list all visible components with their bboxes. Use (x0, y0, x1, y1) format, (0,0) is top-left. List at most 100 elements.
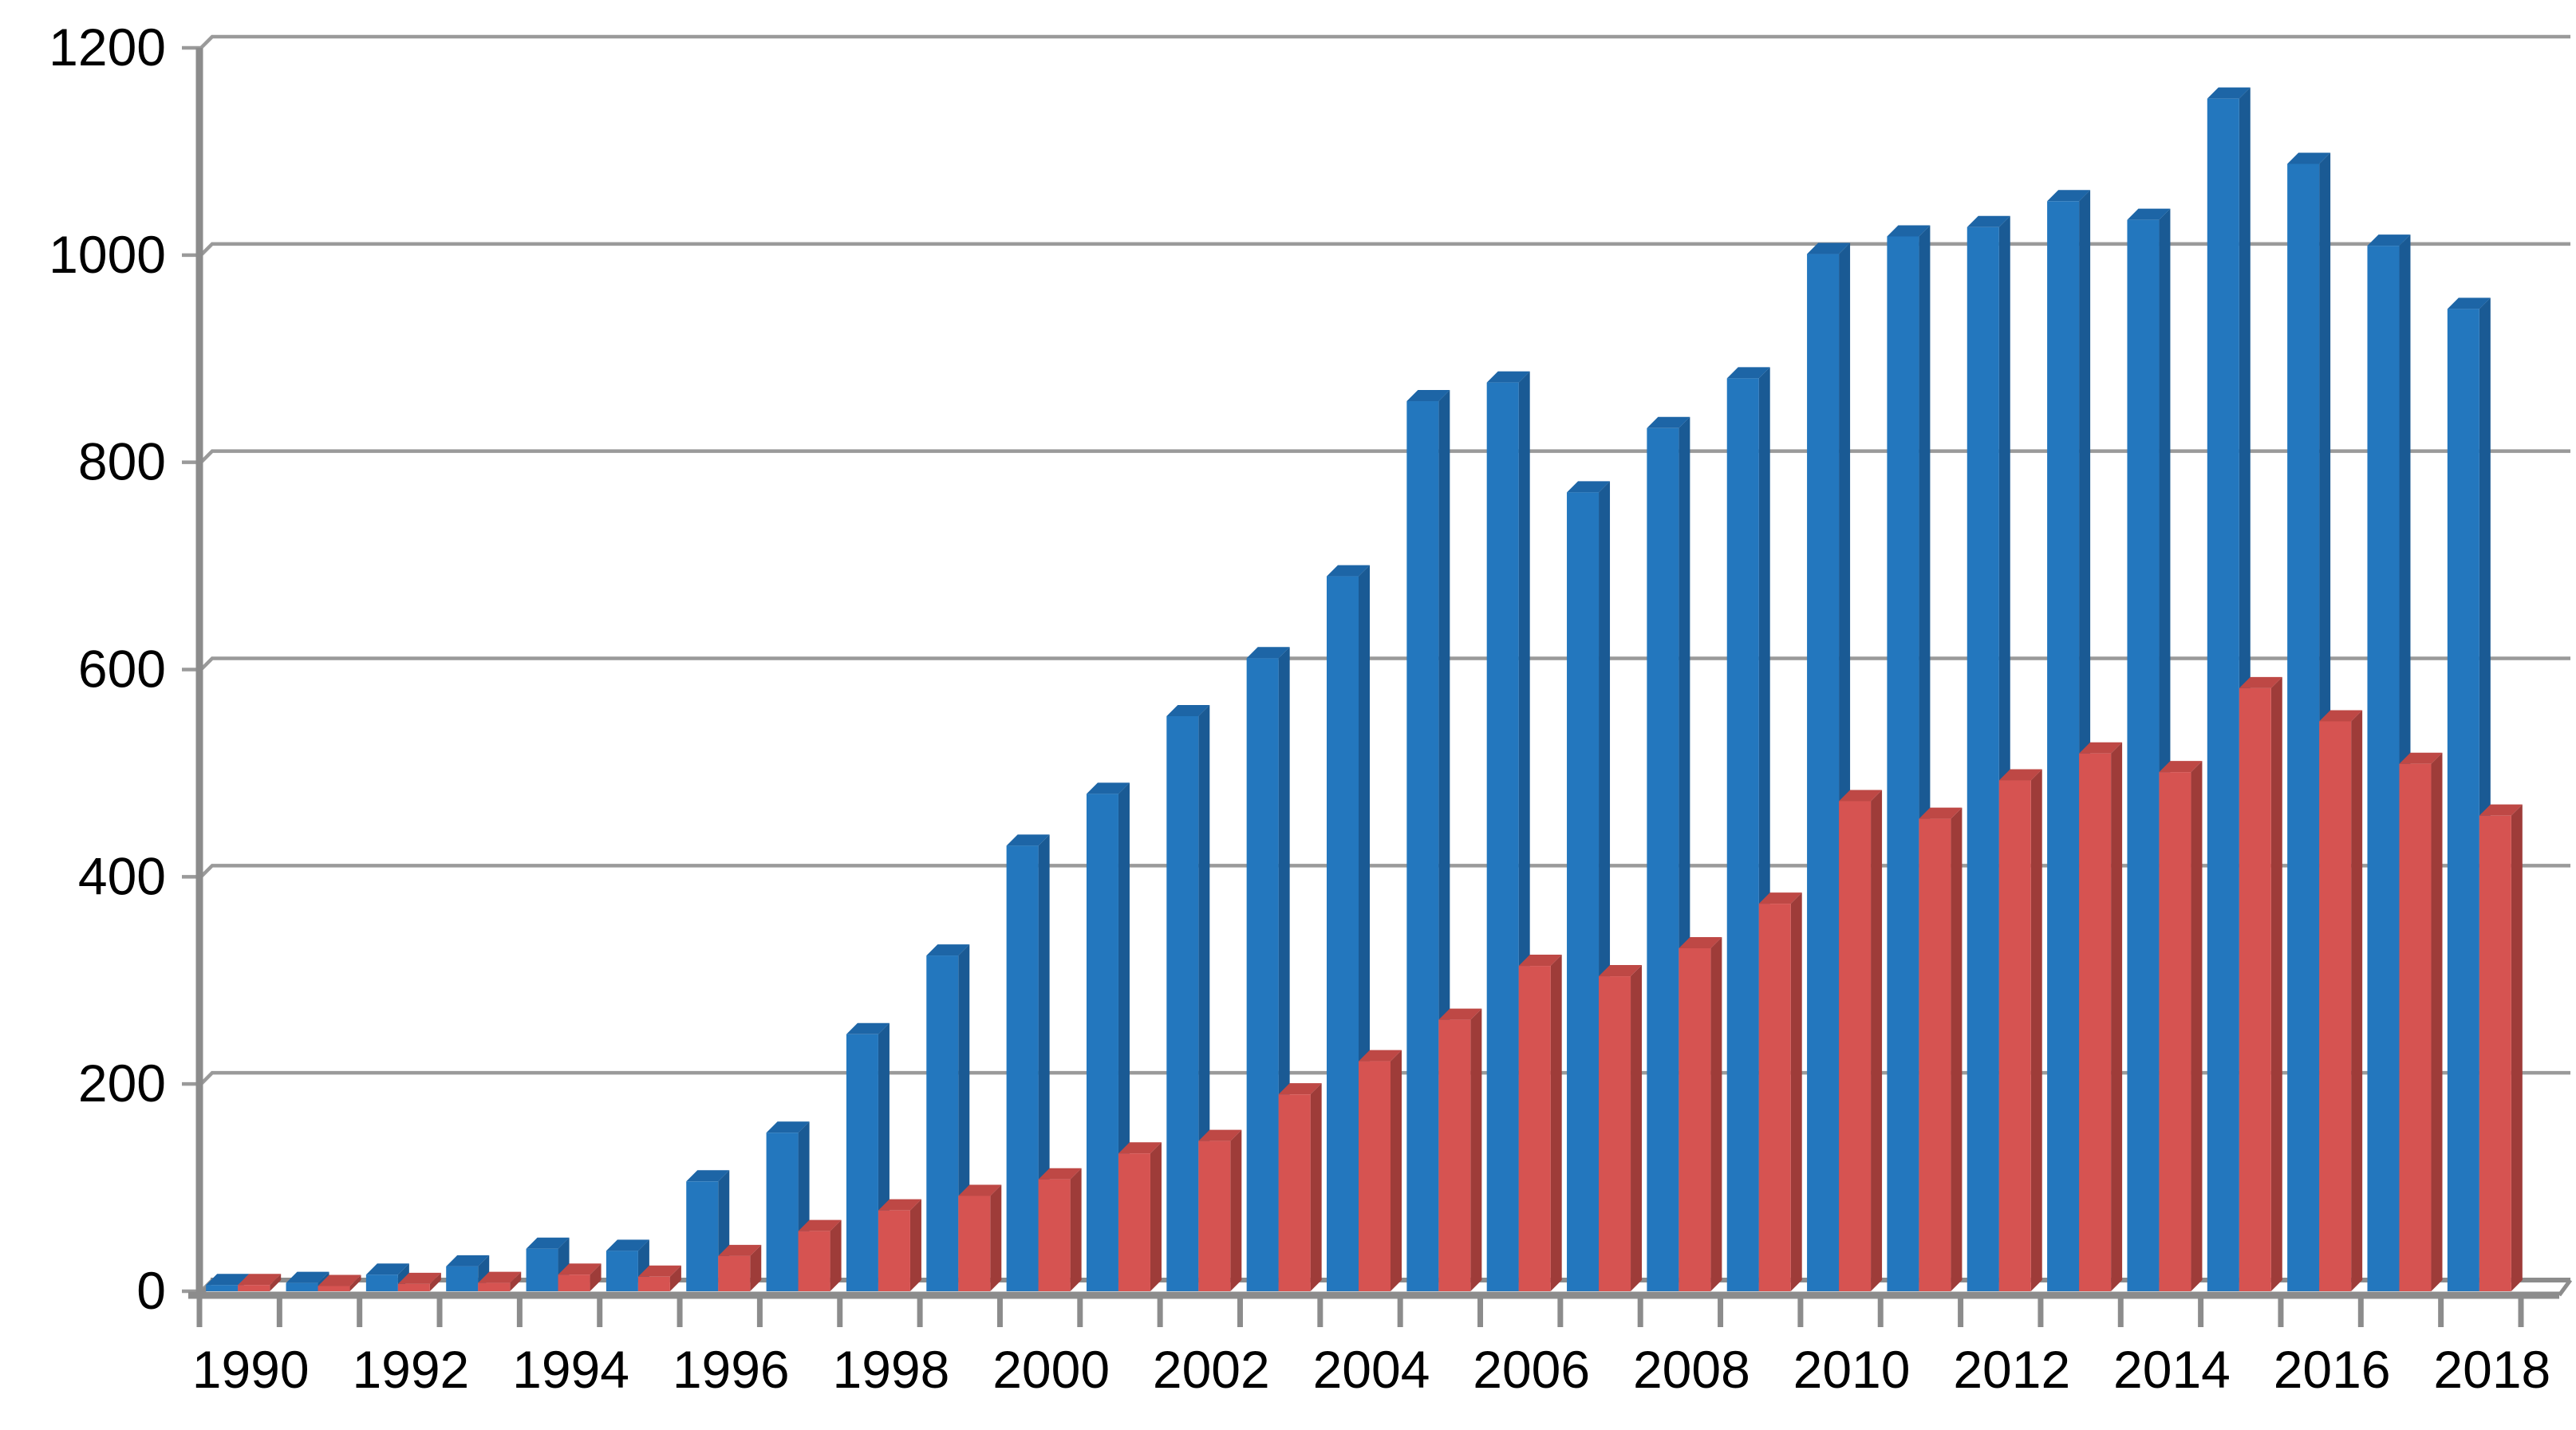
bar-blue-2006 (1486, 382, 1519, 1291)
bar-blue-1999-top (926, 944, 970, 956)
bar-blue-1996 (686, 1181, 719, 1291)
bar-red-2008-side (1710, 936, 1722, 1291)
bar-red-2003-top (1278, 1083, 1322, 1095)
gridline-y-600 (182, 656, 2570, 672)
bar-blue-2016-top (2287, 152, 2331, 164)
bar-blue-2003-top (1246, 647, 1290, 659)
bar-red-2010-top (1839, 790, 1883, 802)
bar-blue-2008-top (1647, 416, 1690, 428)
bar-red-2009-top (1758, 892, 1802, 904)
bar-blue-2006-top (1486, 371, 1530, 383)
bar-red-2018 (2479, 815, 2511, 1291)
bar-blue-2007 (1567, 492, 1600, 1291)
bar-blue-2000-top (1006, 834, 1050, 846)
bar-red-2000 (1038, 1179, 1071, 1291)
x-axis-label-1998: 1998 (833, 1340, 950, 1399)
bar-red-1990 (238, 1285, 270, 1291)
bar-blue-2005-top (1406, 390, 1450, 402)
x-axis-label-2002: 2002 (1153, 1340, 1270, 1399)
bar-red-2008-top (1679, 936, 1722, 948)
bar-blue-1992-top (365, 1263, 409, 1275)
bar-red-2001-top (1118, 1142, 1162, 1154)
bar-blue-2001 (1086, 794, 1118, 1291)
bar-red-2002-side (1230, 1129, 1242, 1291)
bar-red-2001 (1118, 1153, 1150, 1291)
bar-red-1996 (718, 1255, 751, 1291)
bar-red-2014-top (2159, 761, 2203, 773)
bar-red-2006-side (1550, 955, 1562, 1291)
bar-blue-1997-top (766, 1121, 810, 1133)
y-axis-label-0: 0 (136, 1261, 166, 1320)
bar-blue-2009-top (1726, 367, 1770, 379)
x-axis-label-2008: 2008 (1633, 1340, 1750, 1399)
bar-red-1999-top (958, 1184, 1002, 1196)
bar-red-1992-top (397, 1272, 441, 1284)
bar-blue-2018 (2447, 309, 2479, 1291)
x-axis-label-2010: 2010 (1793, 1340, 1911, 1399)
bar-red-2009 (1758, 904, 1791, 1291)
bar-red-1993-top (478, 1271, 522, 1283)
bar-red-2004-top (1359, 1050, 1402, 1062)
bar-red-2016 (2319, 721, 2352, 1291)
bar-red-2012-side (2030, 769, 2042, 1291)
bar-blue-2012 (1967, 227, 1999, 1291)
y-axis-label-1200: 1200 (49, 18, 166, 77)
bar-blue-2009 (1726, 378, 1759, 1291)
bar-red-1991-top (318, 1274, 361, 1286)
bar-blue-2015-top (2207, 87, 2251, 99)
bar-blue-2014-top (2127, 208, 2171, 220)
bar-red-1992-side (429, 1272, 441, 1291)
bar-blue-1991 (286, 1282, 318, 1291)
bar-blue-2010 (1807, 254, 1840, 1291)
bar-red-2015 (2239, 687, 2271, 1291)
bar-red-2017 (2399, 763, 2432, 1291)
bar-red-2012-top (1998, 769, 2042, 781)
bar-red-2006 (1518, 966, 1551, 1291)
y-axis-label-200: 200 (78, 1054, 166, 1113)
bar-red-2015-side (2270, 676, 2282, 1291)
bar-red-2013 (2079, 753, 2112, 1291)
x-axis-label-2006: 2006 (1473, 1340, 1590, 1399)
x-axis-label-2012: 2012 (1953, 1340, 2070, 1399)
bar-blue-1993-top (446, 1255, 490, 1267)
bar-red-2004-side (1391, 1050, 1402, 1291)
bar-blue-1998 (846, 1034, 878, 1291)
bar-blue-2010-top (1807, 242, 1851, 254)
x-axis-label-1994: 1994 (512, 1340, 629, 1399)
bar-red-1999 (958, 1196, 991, 1291)
bar-red-2008 (1679, 947, 1711, 1291)
bar-red-1991-side (349, 1274, 361, 1291)
bar-red-2007 (1599, 976, 1631, 1291)
bar-red-2018-top (2479, 804, 2523, 816)
bar-blue-1996-top (686, 1170, 730, 1182)
bar-blue-2001-top (1086, 782, 1130, 794)
bar-red-1990-top (238, 1274, 282, 1286)
bar-red-2011-side (1951, 807, 1963, 1291)
bar-blue-2002 (1166, 715, 1199, 1291)
y-axis-label-800: 800 (78, 432, 166, 491)
bar-red-2002 (1198, 1140, 1231, 1291)
bar-blue-2018-top (2447, 297, 2491, 309)
bar-red-2000-side (1070, 1168, 1082, 1291)
bar-red-2012 (1998, 780, 2031, 1291)
bar-red-1998 (878, 1210, 910, 1291)
gridline-y-1200 (182, 34, 2570, 50)
bar-red-2005-top (1438, 1008, 1482, 1020)
bar-blue-2004-top (1327, 565, 1370, 577)
bar-red-2005 (1438, 1019, 1471, 1291)
bar-red-1991 (318, 1286, 350, 1291)
bar-blue-1990 (206, 1285, 239, 1291)
bar-blue-2013 (2047, 201, 2080, 1292)
bar-red-1996-side (750, 1244, 762, 1291)
bar-red-2006-top (1518, 955, 1562, 967)
x-axis-label-2000: 2000 (992, 1340, 1110, 1399)
bar-blue-2008 (1647, 427, 1679, 1291)
x-axis-label-1996: 1996 (673, 1340, 790, 1399)
bar-red-2007-top (1599, 965, 1643, 977)
x-axis-label-1992: 1992 (352, 1340, 469, 1399)
bar-red-2013-top (2079, 742, 2123, 754)
bar-red-1997-side (830, 1219, 842, 1291)
bar-blue-2014 (2127, 219, 2160, 1292)
bar-red-2003 (1278, 1094, 1311, 1291)
